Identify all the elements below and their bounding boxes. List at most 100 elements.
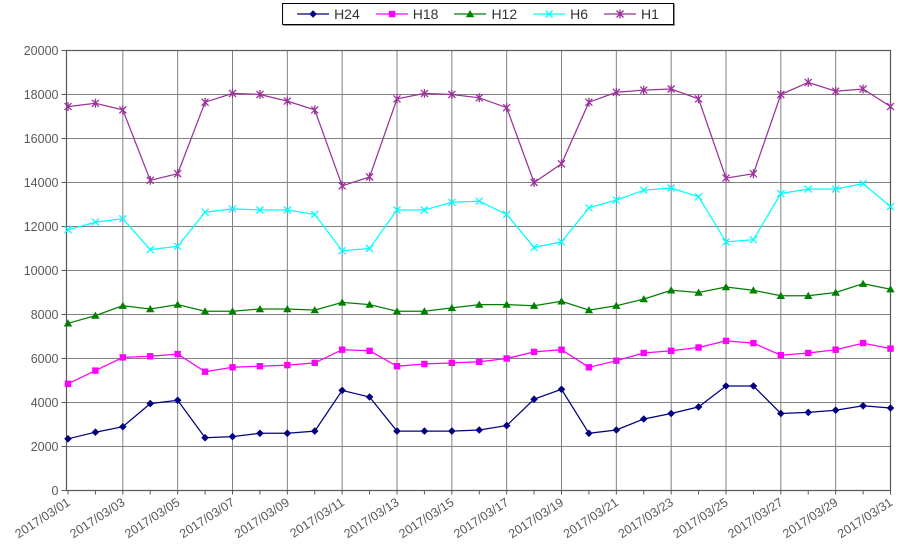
data-point-h1 (804, 77, 813, 87)
data-point-h12 (475, 300, 484, 308)
data-point-h24 (557, 385, 566, 394)
data-point-h6 (420, 206, 429, 214)
data-point-h1 (557, 159, 566, 169)
data-point-h12 (255, 305, 265, 313)
data-point-h12 (886, 285, 895, 293)
legend-marker-h1-icon (604, 9, 637, 19)
data-point-h18 (119, 354, 127, 361)
data-point-h12 (173, 300, 182, 308)
data-point-h18 (832, 346, 839, 353)
data-point-h1 (420, 88, 429, 98)
data-point-h1 (393, 94, 401, 104)
data-point-h6 (393, 206, 401, 214)
x-tick-label: 2017/03/27 (725, 495, 785, 541)
data-point-h6 (310, 210, 319, 219)
y-tick-label: 16000 (24, 132, 59, 146)
data-point-h18 (448, 359, 456, 367)
data-point-h1 (859, 84, 868, 94)
data-point-h1 (749, 169, 758, 179)
data-point-h6 (118, 214, 127, 223)
data-point-h6 (146, 245, 155, 254)
data-point-h24 (694, 403, 703, 411)
x-tick-label: 2017/03/13 (342, 495, 402, 541)
legend-item-h1[interactable]: H1 (598, 6, 665, 22)
data-point-h6 (365, 244, 374, 253)
data-point-h24 (612, 426, 621, 434)
data-point-h24 (119, 422, 127, 431)
data-point-h24 (859, 402, 867, 410)
series-h18 (64, 337, 894, 387)
legend-label: H24 (334, 6, 360, 22)
legend-item-h24[interactable]: H24 (291, 6, 366, 22)
y-tick-label: 2000 (31, 440, 59, 454)
data-point-h24 (338, 386, 346, 395)
data-point-h12 (228, 307, 237, 315)
data-point-h12 (666, 286, 676, 294)
data-point-h6 (804, 185, 813, 194)
legend-glyph-h24 (309, 10, 317, 18)
data-point-h12 (557, 297, 566, 305)
data-point-h1 (118, 105, 127, 115)
x-tick-label: 2017/03/15 (396, 495, 456, 541)
data-point-h6 (722, 237, 730, 246)
data-point-h6 (173, 242, 182, 251)
data-point-h12 (420, 307, 429, 315)
data-point-h24 (585, 429, 593, 438)
data-point-h1 (173, 169, 182, 179)
y-tick-label: 0 (52, 484, 59, 498)
data-point-h24 (804, 408, 813, 417)
data-point-h6 (530, 243, 539, 252)
y-tick-label: 6000 (31, 352, 59, 366)
data-point-h24 (530, 395, 538, 403)
data-point-h18 (174, 350, 181, 358)
legend-label: H18 (412, 6, 439, 22)
data-point-h1 (886, 102, 895, 112)
data-point-h6 (776, 189, 785, 198)
data-point-h18 (613, 357, 620, 364)
legend-item-h12[interactable]: H12 (448, 6, 523, 22)
legend-glyph-h6 (545, 10, 554, 18)
data-point-h1 (447, 90, 456, 99)
data-point-h1 (338, 181, 347, 191)
x-tick-label: 2017/03/25 (671, 495, 731, 541)
data-point-h24 (639, 415, 648, 423)
data-point-h1 (475, 93, 484, 103)
data-point-h12 (365, 300, 374, 308)
legend-marker-h24-icon (297, 10, 330, 18)
data-point-h6 (91, 218, 100, 227)
data-point-h18 (338, 346, 346, 353)
data-point-h12 (310, 306, 319, 314)
series-h1 (64, 77, 895, 191)
data-point-h6 (831, 185, 840, 194)
data-point-h6 (502, 210, 511, 219)
data-point-h12 (749, 286, 758, 294)
legend-item-h6[interactable]: H6 (527, 6, 594, 22)
x-tick-label: 2017/03/05 (122, 495, 182, 541)
legend-item-h18[interactable]: H18 (370, 6, 445, 22)
data-point-h6 (557, 237, 566, 246)
data-point-h24 (173, 396, 182, 405)
data-point-h1 (146, 175, 155, 185)
data-point-h12 (337, 298, 347, 306)
x-tick-label: 2017/03/17 (451, 495, 511, 541)
data-point-h12 (612, 301, 621, 309)
data-point-h12 (118, 301, 128, 309)
data-point-h12 (200, 307, 210, 315)
data-point-h24 (475, 426, 484, 434)
data-point-h12 (804, 291, 813, 299)
data-point-h1 (667, 84, 676, 94)
data-point-h18 (530, 348, 538, 356)
data-point-h24 (201, 433, 209, 442)
x-tick-label: 2017/03/11 (287, 495, 346, 540)
data-point-h6 (64, 225, 72, 234)
data-point-h6 (694, 192, 703, 201)
data-point-h24 (146, 399, 155, 408)
y-tick-label: 4000 (31, 396, 59, 410)
data-point-h24 (749, 382, 758, 390)
legend-glyph-h12 (466, 10, 475, 18)
x-tick-label: 2017/03/19 (506, 495, 566, 541)
data-point-h24 (831, 406, 840, 414)
data-point-h1 (694, 94, 703, 104)
